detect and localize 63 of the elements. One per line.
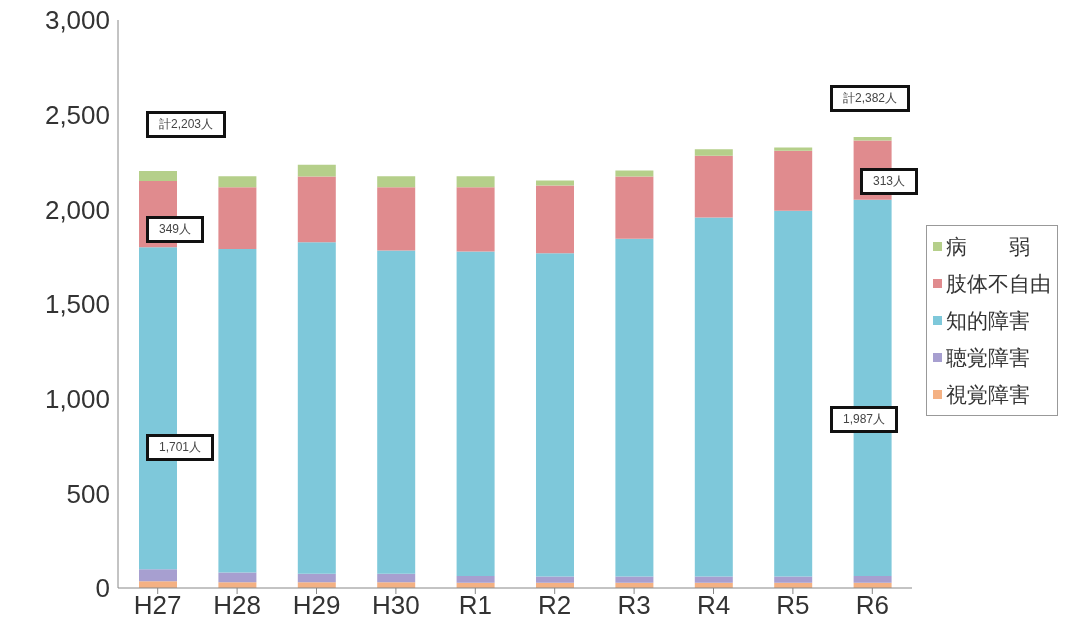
y-tick-label: 500 — [66, 478, 110, 509]
bar — [456, 176, 495, 188]
y-tick-label: 2,000 — [44, 194, 110, 225]
bar — [456, 575, 495, 583]
x-tick-label: R4 — [696, 590, 731, 621]
bar — [615, 238, 654, 577]
x-tick-label: R6 — [855, 590, 889, 621]
bar — [218, 176, 257, 188]
x-tick-label: R1 — [458, 590, 492, 621]
bar — [615, 176, 654, 239]
bar — [615, 576, 654, 583]
annotation: 1,987人 — [830, 406, 899, 433]
bar — [139, 581, 177, 588]
bar — [297, 176, 336, 243]
legend-label: 視覚障害 — [946, 382, 1030, 408]
bar — [694, 149, 733, 156]
bar — [297, 573, 336, 583]
bar — [774, 147, 813, 151]
annotation: 計2,382人 — [830, 85, 911, 112]
bar — [615, 170, 654, 177]
bar — [694, 217, 733, 577]
bar — [694, 576, 733, 583]
bar — [774, 150, 813, 211]
x-tick-label: H28 — [213, 590, 261, 621]
legend-label: 知的障害 — [946, 308, 1030, 334]
annotation: 計2,203人 — [146, 111, 227, 138]
y-tick-label: 3,000 — [44, 5, 110, 36]
bar — [377, 250, 416, 574]
bar — [218, 248, 257, 573]
legend-label: 聴覚障害 — [946, 345, 1030, 371]
y-tick-label: 1,000 — [44, 383, 110, 414]
x-tick-label: H29 — [292, 590, 341, 621]
bar — [377, 573, 416, 583]
bar — [456, 251, 495, 576]
bar — [218, 187, 257, 249]
bar — [536, 185, 574, 254]
x-tick-label: R3 — [617, 590, 651, 621]
bar — [694, 155, 733, 218]
bar — [297, 242, 336, 574]
legend-label: 肢体不自由 — [946, 271, 1051, 297]
bar — [456, 187, 495, 252]
bar — [139, 170, 177, 182]
bar — [377, 176, 416, 188]
bar — [377, 187, 416, 251]
bar — [536, 253, 574, 577]
bar — [774, 210, 813, 577]
bar — [297, 164, 336, 177]
y-tick-label: 1,500 — [44, 289, 110, 320]
bar — [139, 569, 177, 582]
x-tick-label: H27 — [133, 590, 182, 621]
y-tick-label: 2,500 — [44, 99, 110, 130]
bar — [536, 576, 574, 583]
annotation: 313人 — [860, 168, 919, 195]
y-tick-label: 0 — [95, 573, 110, 604]
annotation: 1,701人 — [146, 434, 215, 461]
annotation: 349人 — [146, 216, 205, 243]
bar — [774, 576, 813, 583]
x-tick-label: H30 — [372, 590, 420, 621]
x-tick-label: R2 — [538, 590, 572, 621]
x-tick-label: R5 — [776, 590, 810, 621]
bar — [853, 575, 892, 583]
bar — [218, 572, 257, 583]
legend-label: 病 弱 — [946, 234, 1030, 260]
